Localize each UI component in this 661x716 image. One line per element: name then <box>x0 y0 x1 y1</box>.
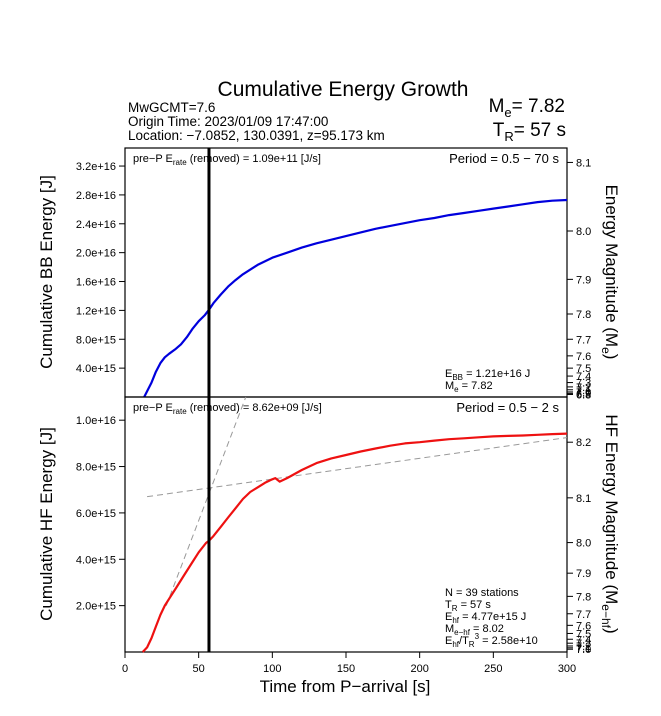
bb-right-tick-label: 7.6 <box>576 351 591 363</box>
x-axis-label: Time from P−arrival [s] <box>260 677 431 696</box>
bb-right-tick-label: 8.1 <box>576 157 591 169</box>
me-value-label: Me= 7.82 <box>489 96 565 120</box>
hf-right-tick-label: 8.2 <box>576 437 591 449</box>
hf-pre-p-annotation: pre−P Erate (removed) = 8.62e+09 [J/s] <box>133 402 322 416</box>
hf-right-tick-label: 7.4 <box>576 634 591 646</box>
bb-right-tick-label: 6.8 <box>576 389 591 401</box>
bb-right-tick-label: 7.5 <box>576 363 591 375</box>
hf-fit-line <box>165 396 247 606</box>
bb-energy-curve <box>143 198 568 398</box>
hf-right-tick-label: 7.7 <box>576 609 591 621</box>
bb-y-tick-label: 3.2e+16 <box>76 161 116 173</box>
bb-stat-line: EBB = 1.21e+16 J <box>445 368 530 382</box>
bb-y-tick-label: 8.0e+15 <box>76 334 116 346</box>
x-tick-label: 250 <box>484 663 502 675</box>
hf-y-tick-label: 4.0e+15 <box>76 554 116 566</box>
hf-period-label: Period = 0.5 − 2 s <box>456 400 559 415</box>
hf-right-tick-label: 7.2 <box>576 641 591 653</box>
hf-right-tick-label: 7.1 <box>576 643 591 655</box>
hf-stat-line: Ehf = 4.77e+15 J <box>445 611 526 625</box>
bb-period-label: Period = 0.5 − 70 s <box>449 151 559 166</box>
x-tick-label: 50 <box>193 663 205 675</box>
bb-y-tick-label: 2.8e+16 <box>76 190 116 202</box>
hf-stat-line: Ehf/TR3 = 2.58e+10 <box>445 632 538 649</box>
hf-right-tick-label: 7.9 <box>576 568 591 580</box>
bb-y-tick-label: 4.0e+15 <box>76 363 116 375</box>
bb-y-tick-label: 2.0e+16 <box>76 248 116 260</box>
hf-right-tick-label: 7.0 <box>576 644 591 656</box>
hf-y-tick-label: 2.0e+15 <box>76 601 116 613</box>
bb-y-tick-label: 2.4e+16 <box>76 219 116 231</box>
bb-stat-line: Me = 7.82 <box>445 380 493 394</box>
location-label: Location: −7.0852, 130.0391, z=95.173 km <box>128 128 385 143</box>
hf-right-tick-label: 7.3 <box>576 638 591 650</box>
hf-energy-panel: 2.0e+15 4.0e+15 6.0e+15 8.0e+15 1.0e+16 8.2 8.… <box>76 396 591 675</box>
x-tick-label: 100 <box>263 663 281 675</box>
bb-right-tick-label: 7.1 <box>576 385 591 397</box>
hf-fit-line <box>147 437 568 498</box>
bb-right-tick-label: 7.9 <box>576 274 591 286</box>
figure-title: Cumulative Energy Growth <box>218 78 469 101</box>
bb-y-tick-label: 1.6e+16 <box>76 277 116 289</box>
hf-right-tick-label: 7.6 <box>576 620 591 632</box>
bb-pre-p-annotation: pre−P Erate (removed) = 1.09e+11 [J/s] <box>133 153 321 167</box>
bb-right-tick-label: 7.7 <box>576 334 591 346</box>
bb-right-tick-label: 7.2 <box>576 382 591 394</box>
bb-right-tick-label: 7.4 <box>576 371 591 383</box>
tr-value-label: TR= 57 s <box>493 120 566 144</box>
hf-y-tick-label: 1.0e+16 <box>76 415 116 427</box>
bb-right-tick-label: 7.3 <box>576 378 591 390</box>
hf-right-axis-label: HF Energy Magnitude (Me−hf) <box>599 414 621 633</box>
bb-right-tick-label: 6.9 <box>576 388 591 400</box>
bb-energy-panel: 4.0e+15 8.0e+15 1.2e+16 1.6e+16 2.0e+16 2.4e+… <box>76 147 591 401</box>
hf-y-tick-label: 6.0e+15 <box>76 508 116 520</box>
x-tick-label: 200 <box>410 663 428 675</box>
x-tick-label: 150 <box>337 663 355 675</box>
hf-y-axis-label: Cumulative HF Energy [J] <box>37 427 56 621</box>
bb-right-tick-label: 7.0 <box>576 387 591 399</box>
hf-right-tick-label: 7.5 <box>576 628 591 640</box>
hf-right-tick-label: 8.0 <box>576 538 591 550</box>
hf-y-tick-label: 8.0e+15 <box>76 462 116 474</box>
bb-plot-frame <box>124 147 568 398</box>
bb-right-axis-label: Energy Magnitude (Me) <box>599 185 621 360</box>
bb-y-axis-label: Cumulative BB Energy [J] <box>37 175 56 369</box>
x-tick-label: 0 <box>122 663 128 675</box>
hf-energy-curve <box>141 432 568 653</box>
hf-stat-line: TR = 57 s <box>445 599 491 613</box>
bb-right-tick-label: 7.8 <box>576 309 591 321</box>
hf-right-tick-label: 8.1 <box>576 493 591 505</box>
origin-time-label: Origin Time: 2023/01/09 17:47:00 <box>128 114 328 129</box>
hf-right-tick-label: 7.8 <box>576 591 591 603</box>
bb-right-tick-label: 8.0 <box>576 226 591 238</box>
x-tick-label: 300 <box>558 663 576 675</box>
hf-stat-line: N = 39 stations <box>445 587 519 599</box>
bb-y-tick-label: 1.2e+16 <box>76 305 116 317</box>
hf-stat-line: Me−hf = 8.02 <box>445 623 504 637</box>
mw-label: MwGCMT=7.6 <box>128 100 215 115</box>
